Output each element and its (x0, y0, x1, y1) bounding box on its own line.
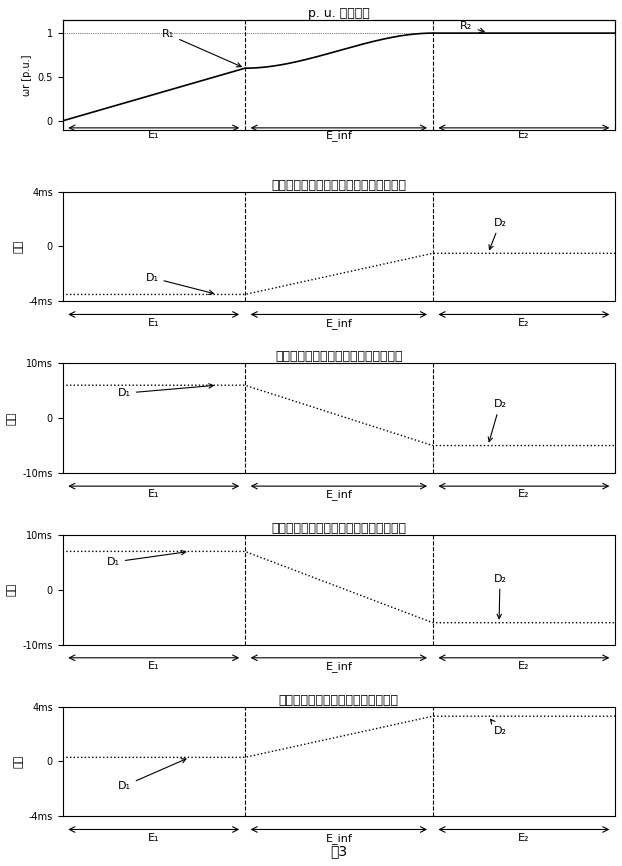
Text: E₁: E₁ (148, 489, 159, 500)
Title: 主巻線および始動巻線内の電流間の位相: 主巻線および始動巻線内の電流間の位相 (271, 522, 406, 535)
Text: E₂: E₂ (518, 318, 530, 327)
Text: E₂: E₂ (518, 130, 530, 139)
Y-axis label: 位相: 位相 (13, 755, 23, 768)
Text: E_inf: E_inf (325, 130, 352, 140)
Title: 始動巻線内の電力と電流の間の位相: 始動巻線内の電力と電流の間の位相 (279, 694, 399, 707)
Text: D₁: D₁ (107, 551, 186, 567)
Text: R₁: R₁ (162, 29, 241, 67)
Text: E₁: E₁ (148, 318, 159, 327)
Text: E₂: E₂ (518, 661, 530, 671)
Text: D₁: D₁ (146, 273, 213, 294)
Text: E₂: E₂ (518, 833, 530, 843)
Title: p. u. での回転: p. u. での回転 (308, 7, 369, 20)
Title: 始動巻線内の入力電圧と電流の間の位相: 始動巻線内の入力電圧と電流の間の位相 (271, 178, 406, 191)
Y-axis label: 位相: 位相 (13, 240, 23, 253)
Y-axis label: 位相: 位相 (7, 583, 17, 597)
Text: D₁: D₁ (118, 759, 186, 791)
Title: 主巻線内の入力電圧と電流の間の位相: 主巻線内の入力電圧と電流の間の位相 (275, 350, 402, 363)
Text: E_inf: E_inf (325, 833, 352, 843)
Y-axis label: 位相: 位相 (7, 411, 17, 424)
Text: D₂: D₂ (493, 573, 506, 618)
Text: E₁: E₁ (148, 833, 159, 843)
Text: E₁: E₁ (148, 130, 159, 139)
Y-axis label: ωr [p.u.]: ωr [p.u.] (22, 54, 32, 95)
Text: D₂: D₂ (488, 399, 506, 442)
Text: E_inf: E_inf (325, 661, 352, 672)
Text: E_inf: E_inf (325, 318, 352, 329)
Text: E_inf: E_inf (325, 489, 352, 501)
Text: R₂: R₂ (460, 21, 484, 32)
Text: D₂: D₂ (489, 218, 506, 249)
Text: 図3: 図3 (330, 843, 348, 857)
Text: D₂: D₂ (491, 720, 506, 736)
Text: D₁: D₁ (118, 384, 213, 398)
Text: E₁: E₁ (148, 661, 159, 671)
Text: E₂: E₂ (518, 489, 530, 500)
